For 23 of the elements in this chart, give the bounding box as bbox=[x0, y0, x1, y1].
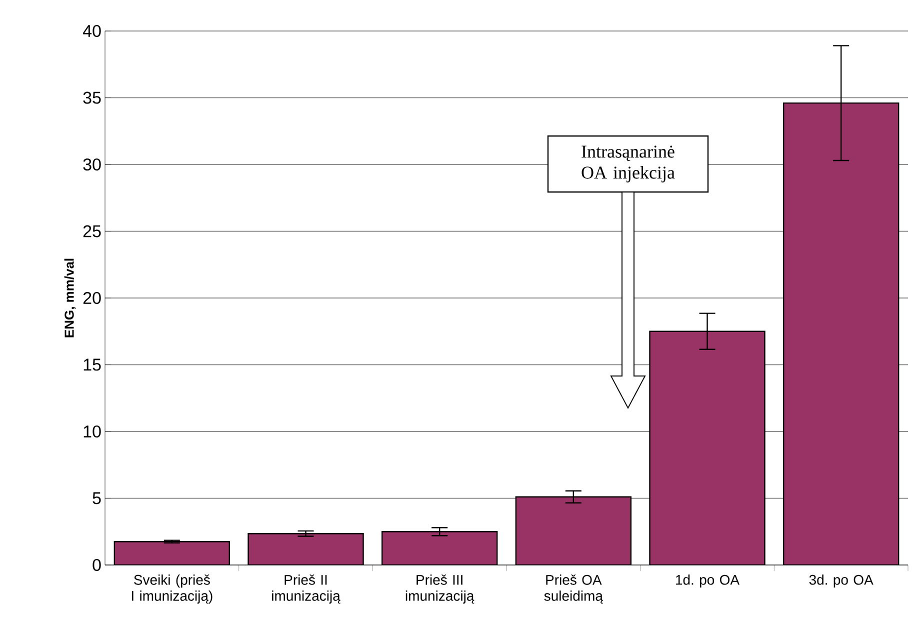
x-tick-label: Prieš II imunizaciją bbox=[272, 574, 340, 604]
bar bbox=[248, 533, 364, 565]
x-tick-label: Prieš III imunizaciją bbox=[406, 574, 474, 604]
y-tick-label: 35 bbox=[83, 92, 101, 104]
y-tick-label: 15 bbox=[84, 358, 101, 371]
bar bbox=[649, 330, 766, 565]
x-tick-label: 1d. po OA bbox=[676, 574, 740, 588]
y-tick-label: 40 bbox=[82, 24, 101, 38]
annotation: Intrasąnarinė OA injekcija bbox=[582, 146, 675, 182]
x-tick-label: Sveiki (prieš I imunizaciją) bbox=[132, 574, 212, 604]
bar bbox=[114, 541, 230, 565]
y-tick-label: 10 bbox=[84, 425, 101, 438]
y-tick-label: 20 bbox=[83, 292, 101, 304]
x-tick-label: 3d. po OA bbox=[809, 574, 874, 588]
bar bbox=[515, 496, 632, 565]
y-tick-label: 30 bbox=[83, 158, 101, 171]
bar bbox=[381, 531, 498, 565]
bar bbox=[782, 102, 900, 565]
y-tick-label: 0 bbox=[92, 558, 101, 572]
y-axis-title: ENG, mm/val bbox=[64, 258, 76, 338]
y-tick-label: 25 bbox=[83, 225, 101, 238]
x-tick-label: Prieš OA suleidimą bbox=[544, 574, 603, 604]
y-tick-label: 5 bbox=[92, 492, 101, 504]
